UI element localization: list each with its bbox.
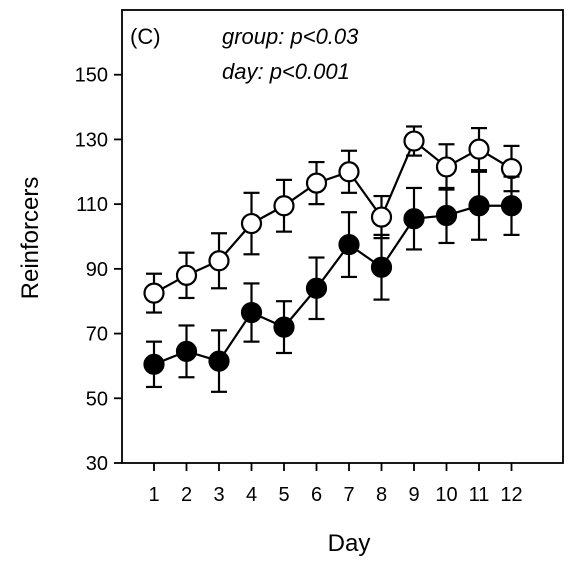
data-point: [370, 206, 393, 228]
data-point: [240, 301, 263, 324]
data-point: [500, 157, 523, 180]
x-tick-label: 5: [278, 484, 289, 506]
x-tick-label: 2: [181, 484, 192, 506]
series-1: [143, 125, 523, 314]
x-tick-label: 6: [311, 484, 322, 506]
x-tick-label: 9: [408, 484, 419, 506]
data-point: [403, 130, 425, 152]
series-2: [143, 170, 523, 393]
series-line: [153, 139, 513, 295]
data-point: [338, 233, 360, 256]
annotation-group: group: p<0.03: [222, 24, 359, 49]
x-tick-label: 11: [469, 484, 490, 506]
data-point: [305, 172, 328, 194]
data-point: [143, 282, 165, 304]
x-tick-label: 1: [148, 484, 159, 506]
data-point: [175, 264, 198, 286]
y-tick-label: 50: [86, 388, 108, 410]
y-tick-label: 70: [86, 324, 108, 346]
data-point: [208, 250, 230, 272]
data-point: [273, 316, 295, 338]
data-point: [435, 156, 458, 178]
plot-frame: [121, 9, 564, 464]
data-point: [338, 161, 360, 183]
y-tick-label: 30: [86, 453, 108, 475]
data-point: [468, 195, 490, 217]
data-point: [240, 212, 263, 235]
data-point: [370, 256, 393, 278]
data-point: [208, 350, 230, 372]
y-tick-label: 130: [75, 129, 108, 151]
y-tick-label: 150: [75, 65, 108, 87]
data-point: [273, 195, 295, 217]
data-point: [468, 138, 490, 160]
data-point: [143, 353, 165, 375]
data-point: [500, 195, 523, 217]
x-tick-label: 12: [500, 484, 522, 506]
y-axis: 30 50 70 90 110 130 150: [75, 65, 122, 475]
y-tick-label: 90: [86, 259, 108, 281]
data-point: [175, 340, 198, 362]
x-tick-label: 3: [213, 484, 224, 506]
y-tick-label: 110: [76, 194, 108, 216]
data-point: [305, 277, 328, 299]
series-layer: [143, 125, 523, 393]
data-point: [435, 204, 458, 227]
annotation-day: day: p<0.001: [222, 59, 350, 84]
data-point: [403, 208, 425, 230]
x-tick-label: 8: [376, 484, 387, 506]
panel-label: (C): [130, 24, 161, 49]
x-axis-title: Day: [328, 530, 371, 557]
series-line: [153, 204, 512, 366]
x-tick-label: 10: [435, 484, 457, 506]
x-tick-label: 7: [343, 484, 354, 506]
x-axis: 1 2 3 4 5 6 7 8 9 10 11 12: [148, 463, 523, 506]
x-tick-label: 4: [246, 484, 257, 506]
y-axis-title: Reinforcers: [17, 177, 44, 300]
